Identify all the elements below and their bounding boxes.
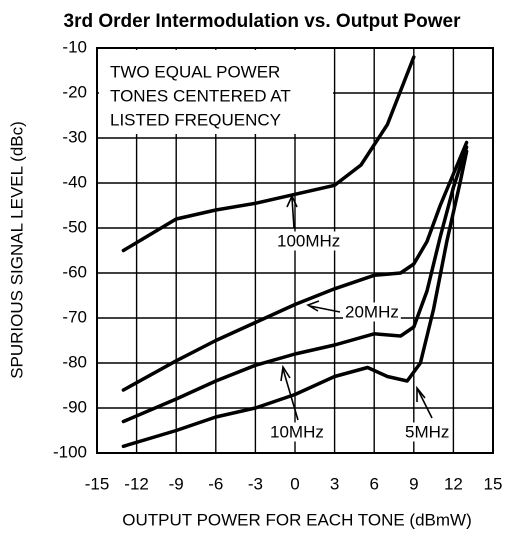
chart-title: 3rd Order Intermodulation vs. Output Pow… <box>64 11 462 32</box>
x-axis-label: OUTPUT POWER FOR EACH TONE (dBmW) <box>122 510 471 529</box>
y-tick-label: -100 <box>53 442 87 461</box>
line-series <box>121 140 469 392</box>
arrow <box>416 385 433 419</box>
series-label: 10MHz <box>270 422 324 441</box>
arrow <box>280 364 299 421</box>
series-label: 100MHz <box>277 231 340 250</box>
x-tick-label: -3 <box>248 474 263 493</box>
y-tick-label: -10 <box>62 37 87 56</box>
series-label-bg <box>268 422 326 442</box>
plot-frame <box>96 47 494 454</box>
x-tick-label: -9 <box>169 474 184 493</box>
x-tick-label: 15 <box>484 474 503 493</box>
y-tick-label: -40 <box>62 172 87 191</box>
x-tick-label: 12 <box>444 474 463 493</box>
note-line: TONES CENTERED AT <box>110 86 291 105</box>
series-label: 20MHz <box>345 302 399 321</box>
x-tick-label: 0 <box>290 474 299 493</box>
line-series <box>121 149 469 449</box>
line-series <box>121 55 416 253</box>
y-tick-label: -90 <box>62 397 87 416</box>
x-tick-label: -15 <box>85 474 110 493</box>
y-tick-label: -80 <box>62 352 87 371</box>
arrow <box>306 300 341 313</box>
x-tick-label: -12 <box>124 474 149 493</box>
x-tick-label: 9 <box>409 474 418 493</box>
arrows <box>280 194 433 421</box>
y-tick-label: -50 <box>62 217 87 236</box>
y-tick-label: -20 <box>62 82 87 101</box>
x-tick-label: 6 <box>369 474 378 493</box>
note-line: TWO EQUAL POWER <box>110 62 280 81</box>
series-label-bg <box>275 231 343 251</box>
y-tick-label: -60 <box>62 262 87 281</box>
y-tick-label: -70 <box>62 307 87 326</box>
x-tick-label: 3 <box>330 474 339 493</box>
x-tick-label: -6 <box>208 474 223 493</box>
y-tick-label: -30 <box>62 127 87 146</box>
line-series <box>121 145 469 424</box>
series-label-bg <box>343 302 401 322</box>
series-label-bg <box>403 422 452 442</box>
y-axis-label: SPURIOUS SIGNAL LEVEL (dBc) <box>7 121 26 379</box>
arrow <box>286 194 298 229</box>
note-box <box>99 50 333 134</box>
curves <box>121 55 469 449</box>
series-label: 5MHz <box>405 422 449 441</box>
note-line: LISTED FREQUENCY <box>110 110 281 129</box>
